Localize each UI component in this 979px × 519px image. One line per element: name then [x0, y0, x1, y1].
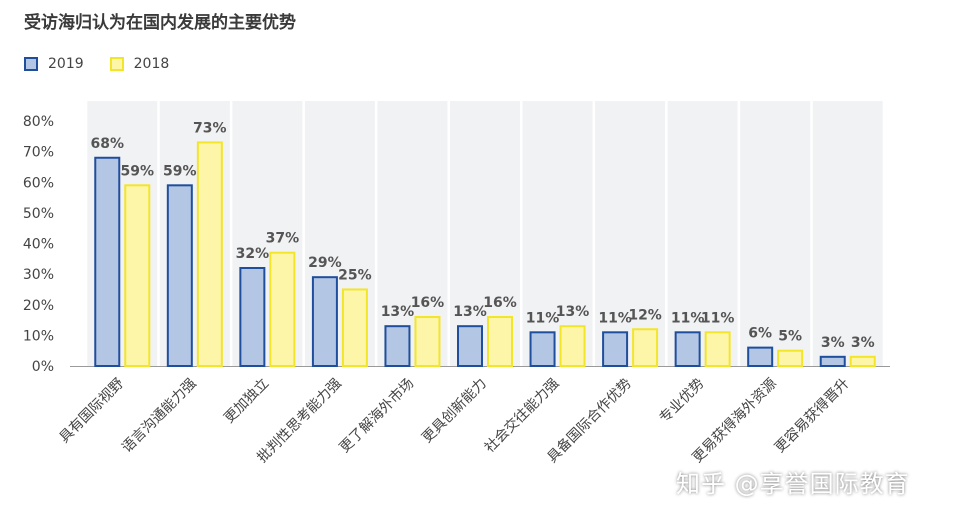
y-tick-label: 0% — [32, 359, 54, 375]
x-tick-label: 更加独立 — [221, 376, 272, 427]
data-label-2018: 5% — [778, 329, 802, 345]
bar-2018 — [849, 355, 876, 367]
category-background — [812, 101, 883, 366]
bar-2019 — [602, 331, 629, 367]
x-tick-label: 更容易获得晋升 — [771, 375, 852, 456]
data-label-2018: 73% — [193, 120, 227, 136]
x-tick-label: 社会交往能力强 — [481, 375, 562, 456]
y-tick-label: 50% — [23, 206, 54, 222]
y-tick-label: 10% — [23, 328, 54, 344]
bar-2019 — [384, 325, 411, 367]
legend-swatch-2019 — [24, 57, 38, 71]
chart-title: 受访海归认为在国内发展的主要优势 — [24, 13, 296, 33]
category-background — [595, 101, 666, 366]
category-background — [740, 101, 811, 366]
x-tick-label: 专业优势 — [657, 376, 708, 427]
y-tick-label: 80% — [23, 114, 54, 130]
y-tick-label: 70% — [23, 145, 54, 161]
bar-2018 — [269, 251, 296, 367]
x-tick-label: 具有国际视野 — [56, 376, 127, 447]
y-tick-label: 40% — [23, 237, 54, 253]
bar-2019 — [674, 331, 701, 367]
bar-2018 — [559, 325, 586, 367]
data-label-2019: 32% — [236, 246, 270, 262]
bar-2018 — [632, 328, 659, 367]
y-tick-label: 60% — [23, 175, 54, 191]
data-label-2018: 25% — [338, 267, 372, 283]
x-tick-label: 更具创新能力 — [419, 376, 490, 447]
data-label-2019: 68% — [91, 136, 125, 152]
data-label-2019: 13% — [453, 304, 487, 320]
legend-item-2018: 2018 — [109, 56, 170, 72]
data-label-2018: 16% — [411, 295, 445, 311]
data-label-2018: 3% — [851, 335, 875, 351]
data-label-2018: 59% — [121, 163, 155, 179]
y-tick-label: 30% — [23, 267, 54, 283]
legend-label-2019: 2019 — [48, 56, 84, 72]
legend-item-2019: 2019 — [24, 56, 84, 72]
data-label-2019: 13% — [381, 304, 415, 320]
bar-2018 — [124, 184, 151, 367]
x-tick-label: 语言沟通能力强 — [119, 376, 200, 457]
x-tick-label: 更了解海外市场 — [336, 375, 417, 456]
bar-2019 — [94, 156, 121, 367]
data-label-2019: 11% — [598, 310, 632, 326]
legend-label-2018: 2018 — [133, 56, 170, 72]
data-label-2018: 16% — [483, 295, 517, 311]
data-label-2018: 12% — [628, 307, 662, 323]
data-label-2019: 59% — [163, 163, 197, 179]
bar-2019 — [239, 267, 266, 367]
bar-2019 — [311, 276, 338, 367]
data-label-2018: 13% — [556, 304, 590, 320]
y-tick-label: 20% — [23, 298, 54, 314]
data-label-2018: 11% — [701, 310, 735, 326]
category-background — [522, 101, 593, 366]
legend: 2019 2018 — [24, 56, 195, 72]
bar-2018 — [196, 141, 223, 367]
data-label-2019: 11% — [526, 310, 560, 326]
data-label-2019: 6% — [748, 326, 772, 342]
bar-2018 — [341, 288, 368, 367]
bar-2018 — [777, 349, 804, 367]
bar-2018 — [704, 331, 731, 367]
data-label-2019: 3% — [821, 335, 845, 351]
bar-2018 — [414, 316, 441, 367]
watermark: 知乎 @享誉国际教育 — [676, 470, 910, 498]
bar-2019 — [529, 331, 556, 367]
data-label-2019: 29% — [308, 255, 342, 271]
bar-2019 — [747, 346, 774, 367]
bar-2018 — [487, 316, 513, 367]
category-background — [667, 101, 738, 366]
bar-2019 — [819, 355, 846, 367]
legend-swatch-2018 — [109, 57, 124, 71]
data-label-2019: 11% — [671, 310, 705, 326]
bar-2019 — [166, 184, 193, 367]
bar-2019 — [457, 325, 483, 367]
data-label-2018: 37% — [266, 231, 300, 247]
